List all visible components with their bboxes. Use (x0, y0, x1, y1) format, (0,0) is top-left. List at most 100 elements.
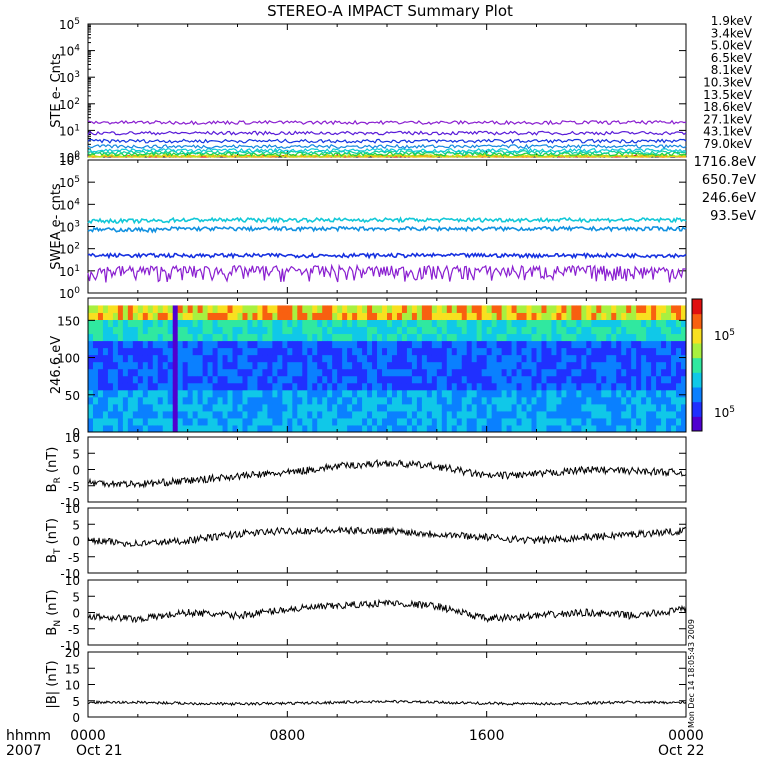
pad-cell (327, 354, 333, 363)
pad-cell (312, 375, 318, 384)
pad-cell (446, 389, 453, 398)
pad-cell (212, 375, 219, 384)
pad-cell (401, 333, 408, 342)
pad-cell (396, 389, 403, 398)
pad-cell (661, 319, 667, 328)
time-label: hhmm (6, 728, 51, 744)
pad-cell (461, 312, 468, 321)
pad-cell (317, 333, 323, 342)
pad-cell (621, 333, 627, 342)
pad-cell (262, 375, 268, 384)
pad-cell (147, 368, 154, 377)
pad-cell (287, 424, 293, 433)
pad-cell (88, 312, 94, 321)
pad-cell (202, 305, 209, 313)
legend-item-13.5keV: 13.5keV (703, 88, 753, 102)
pad-cell (501, 319, 508, 328)
pad-cell (421, 326, 428, 335)
pad-cell (192, 340, 199, 349)
pad-cell (237, 417, 243, 426)
pad-cell (431, 354, 438, 363)
pad-cell (486, 396, 493, 405)
pad-cell (257, 417, 263, 426)
pad-cell (387, 305, 393, 313)
pad-cell (312, 410, 318, 419)
pad-cell (177, 396, 184, 405)
pad-cell (611, 312, 617, 321)
pad-cell (486, 326, 493, 335)
pad-cell (222, 368, 229, 377)
pad-cell (406, 326, 413, 335)
pad-cell (217, 361, 224, 370)
pad-cell (596, 333, 602, 342)
pad-cell (561, 424, 567, 433)
pad-cell (556, 403, 562, 412)
ste-series-3.4keV (87, 130, 687, 136)
pad-cell (501, 347, 508, 356)
pad-cell (187, 403, 194, 412)
pad-cell (591, 403, 597, 412)
pad-cell (471, 375, 478, 384)
pad-cell (142, 326, 149, 335)
pad-cell (421, 396, 428, 405)
pad-cell (636, 312, 642, 321)
pad-cell (122, 403, 129, 412)
pad-cell (466, 354, 473, 363)
pad-cell (571, 382, 577, 391)
pad-cell (526, 368, 533, 377)
pad-cell (581, 403, 587, 412)
pad-cell (626, 354, 632, 363)
pad-cell (546, 424, 552, 433)
pad-cell (162, 333, 169, 342)
pad-cell (481, 417, 488, 426)
pad-cell (436, 361, 443, 370)
pad-cell (526, 312, 533, 321)
pad-cell (272, 326, 278, 335)
pad-cell (237, 347, 243, 356)
pad-cell (182, 382, 189, 391)
pad-cell (297, 347, 303, 356)
pad-cell (651, 354, 657, 363)
pad-cell (88, 417, 94, 426)
pad-cell (461, 340, 468, 349)
pad-cell (107, 417, 114, 426)
pad-cell (606, 396, 612, 405)
pad-cell (382, 347, 388, 356)
pad-cell (362, 333, 368, 342)
pad-cell (377, 375, 383, 384)
pad-cell (636, 424, 642, 433)
pad-cell (581, 361, 587, 370)
pad-cell (541, 382, 547, 391)
pad-cell (197, 417, 204, 426)
pad-cell (372, 368, 378, 377)
pad-cell (207, 403, 214, 412)
pad-cell (451, 347, 458, 356)
pad-cell (137, 340, 144, 349)
pad-cell (406, 417, 413, 426)
pad-cell (332, 333, 338, 342)
pad-cell (337, 340, 343, 349)
pad-cell (651, 319, 657, 328)
pad-cell (382, 305, 388, 313)
swea-frame (87, 159, 687, 294)
pad-cell (576, 340, 582, 349)
pad-cell (157, 403, 164, 412)
pad-cell (466, 382, 473, 391)
pad-cell (431, 375, 438, 384)
pad-cell (97, 326, 104, 335)
pad-cell (167, 382, 174, 391)
pad-cell (651, 326, 657, 335)
pad-cell (202, 403, 209, 412)
pad-cell (466, 340, 473, 349)
pad-cell (252, 396, 258, 405)
pad-cell (486, 417, 493, 426)
pad-cell (576, 375, 582, 384)
pad-cell (636, 340, 642, 349)
pad-cell (506, 382, 513, 391)
pad-cell (611, 326, 617, 335)
pad-cell (272, 333, 278, 342)
pad-cell (641, 361, 647, 370)
pad-cell (182, 396, 189, 405)
ste-series-1.9keV (87, 119, 687, 126)
pad-cell (212, 326, 219, 335)
